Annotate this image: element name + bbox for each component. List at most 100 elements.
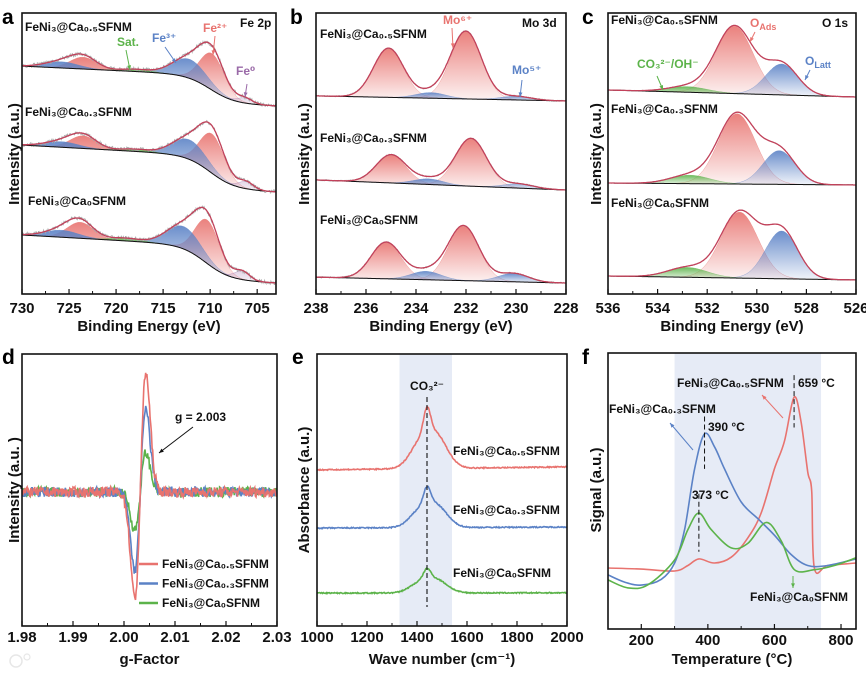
x-axis-title: Binding Energy (eV) bbox=[77, 318, 220, 335]
plot-area bbox=[316, 30, 566, 285]
panel-letter: e bbox=[292, 346, 304, 369]
shaded-region bbox=[399, 354, 452, 626]
arrowhead-icon bbox=[805, 75, 809, 80]
peak-annotation: Mo⁶⁺ bbox=[443, 13, 472, 27]
panel-d: g = 2.003 FeNi₃@Ca₀.₅SFNM FeNi₃@Ca₀.₃SFNM F… bbox=[2, 346, 292, 668]
sample-label: FeNi₃@Ca₀SFNM bbox=[611, 196, 709, 210]
x-tick-label: 1000 bbox=[300, 629, 333, 646]
legend-label: FeNi₃@Ca₀.₃SFNM bbox=[162, 577, 269, 591]
fit-component-red bbox=[22, 52, 276, 107]
ftir-line-green bbox=[317, 567, 567, 596]
y-axis-title: Signal (a.u.) bbox=[588, 447, 605, 532]
spectrum bbox=[22, 119, 276, 194]
arrowhead-icon bbox=[450, 43, 455, 48]
x-tick-label: 1200 bbox=[350, 629, 383, 646]
legend-label: FeNi₃@Ca₀SFNM bbox=[162, 596, 260, 610]
x-tick-label: 1.98 bbox=[7, 629, 36, 646]
panel-f: 659 °C 390 °C 373 °C FeNi₃@Ca₀.₅SFNM FeNi₃@C… bbox=[582, 346, 857, 668]
peak-annotation: Fe³⁺ bbox=[152, 31, 176, 45]
panel-letter: a bbox=[2, 6, 14, 29]
watermark-logo bbox=[9, 653, 31, 668]
y-axis-title: Intensity (a.u.) bbox=[296, 103, 313, 205]
g-value-arrow bbox=[158, 426, 194, 454]
arrowhead-icon bbox=[659, 85, 663, 90]
plot-area bbox=[317, 354, 567, 626]
envelope-line bbox=[316, 137, 566, 191]
background-line bbox=[22, 65, 276, 107]
x-axis-title: Binding Energy (eV) bbox=[660, 318, 803, 335]
peak-temperature-label: 373 °C bbox=[692, 488, 729, 502]
spectrum bbox=[608, 209, 856, 281]
arrowhead-icon bbox=[159, 448, 164, 453]
annotation-main: Mo⁶⁺ bbox=[443, 13, 472, 27]
watermark-icon bbox=[23, 653, 31, 661]
envelope-line bbox=[316, 30, 566, 102]
x-tick-label: 228 bbox=[553, 300, 578, 317]
panel-b: FeNi₃@Ca₀.₅SFNM FeNi₃@Ca₀.₃SFNM FeNi₃@Ca₀S… bbox=[290, 6, 579, 335]
x-tick-label: 725 bbox=[57, 300, 82, 317]
spectrum bbox=[22, 39, 276, 108]
sample-label: FeNi₃@Ca₀.₅SFNM bbox=[611, 13, 718, 27]
sample-label: FeNi₃@Ca₀.₅SFNM bbox=[25, 20, 132, 34]
x-axis-title: Binding Energy (eV) bbox=[369, 318, 512, 335]
arrowhead-icon bbox=[243, 92, 248, 97]
peak-annotation: CO₃²⁻/OH⁻ bbox=[637, 57, 699, 71]
arrowhead-icon bbox=[670, 423, 675, 428]
plot-frame bbox=[607, 352, 857, 630]
sample-label: FeNi₃@Ca₀.₅SFNM bbox=[320, 27, 427, 41]
envelope-line bbox=[608, 24, 856, 98]
x-tick-label: 800 bbox=[829, 632, 854, 649]
annotation-subscript: Latt bbox=[814, 60, 831, 70]
x-axis-title: g-Factor bbox=[120, 651, 180, 668]
x-axis-title: Wave number (cm⁻¹) bbox=[369, 651, 516, 668]
ftir-line-blue bbox=[317, 485, 567, 530]
arrowhead-icon bbox=[750, 37, 754, 42]
plot-area bbox=[22, 39, 276, 286]
background-line bbox=[608, 182, 856, 186]
peak-annotation: Fe²⁺ bbox=[203, 21, 227, 35]
panel-a: FeNi₃@Ca₀.₅SFNM FeNi₃@Ca₀.₃SFNM FeNi₃@Ca₀S… bbox=[2, 6, 277, 335]
sample-label: FeNi₃@Ca₀SFNM bbox=[453, 566, 551, 580]
x-axis-title: Temperature (°C) bbox=[672, 651, 793, 668]
x-tick-label: 710 bbox=[198, 300, 223, 317]
peak-annotation: OAds bbox=[750, 16, 776, 32]
panel-letter: f bbox=[582, 346, 590, 369]
panel-e: FeNi₃@Ca₀.₅SFNM FeNi₃@Ca₀.₃SFNM FeNi₃@Ca₀S… bbox=[292, 346, 584, 668]
x-tick-label: 532 bbox=[695, 300, 720, 317]
x-tick-label: 238 bbox=[303, 300, 328, 317]
sample-label: FeNi₃@Ca₀SFNM bbox=[750, 590, 848, 604]
peak-annotation: OLatt bbox=[805, 54, 831, 70]
envelope-line bbox=[608, 209, 856, 281]
sample-arrow bbox=[669, 422, 694, 451]
x-tick-label: 2.00 bbox=[109, 629, 138, 646]
x-tick-label: 730 bbox=[9, 300, 34, 317]
plot-area bbox=[608, 24, 856, 281]
background-line bbox=[608, 89, 856, 98]
x-tick-label: 236 bbox=[353, 300, 378, 317]
envelope-line bbox=[22, 41, 276, 107]
sample-label: FeNi₃@Ca₀.₅SFNM bbox=[453, 444, 560, 458]
epr-line-red bbox=[22, 372, 277, 601]
watermark-icon bbox=[9, 654, 23, 668]
plot-frame bbox=[315, 12, 567, 295]
peak-annotation: Sat. bbox=[117, 35, 139, 49]
sample-arrow bbox=[761, 394, 784, 419]
ftir-line-red bbox=[317, 405, 567, 472]
peak-annotation: Mo⁵⁺ bbox=[512, 63, 541, 77]
background-line bbox=[608, 275, 856, 281]
x-tick-label: 200 bbox=[629, 632, 654, 649]
x-tick-label: 232 bbox=[453, 300, 478, 317]
x-tick-label: 2000 bbox=[550, 629, 583, 646]
annotation-main: O bbox=[750, 16, 759, 30]
fit-component-red bbox=[608, 113, 856, 186]
spectrum bbox=[608, 24, 856, 98]
peak-annotation: Fe⁰ bbox=[236, 64, 255, 78]
arrowhead-icon bbox=[127, 65, 132, 70]
peak-temperature-label: 659 °C bbox=[798, 376, 835, 390]
x-tick-label: 536 bbox=[595, 300, 620, 317]
x-tick-label: 230 bbox=[503, 300, 528, 317]
x-tick-label: 2.01 bbox=[160, 629, 189, 646]
envelope-line bbox=[608, 111, 856, 186]
background-line bbox=[316, 179, 566, 191]
